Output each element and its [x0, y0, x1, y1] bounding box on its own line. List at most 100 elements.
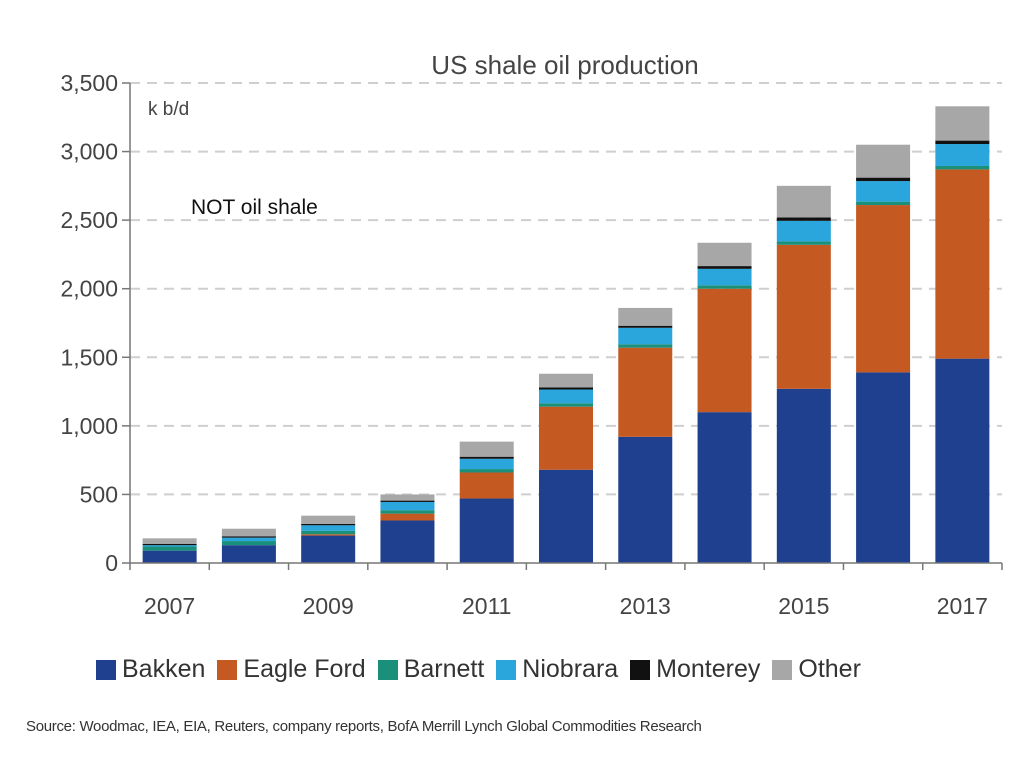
bar-segment-monterey-2010 [380, 500, 435, 502]
unit-label: k b/d [148, 99, 189, 120]
bars [142, 106, 990, 563]
x-tick-label: 2009 [303, 593, 354, 619]
bar-segment-other-2010 [380, 494, 435, 501]
bar-segment-monterey-2017 [935, 140, 990, 145]
legend-label: Other [798, 655, 861, 683]
bar-segment-other-2017 [935, 106, 990, 141]
x-axis: 2007 2009 2011 2013 2015 2017 [129, 562, 1003, 619]
legend-item-niobrara: Niobrara [496, 655, 618, 684]
bar-segment-monterey-2014 [697, 266, 752, 269]
bar-segment-niobrara-2012 [539, 389, 593, 404]
bar-segment-barnett-2009 [301, 530, 356, 535]
legend-label: Eagle Ford [243, 655, 366, 683]
bar-segment-barnett-2007 [142, 546, 197, 551]
bar-segment-monterey-2011 [459, 456, 514, 459]
bar-segment-bakken-2017 [935, 358, 990, 563]
bar-segment-niobrara-2007 [142, 545, 197, 547]
bar-segment-bakken-2016 [856, 372, 911, 563]
legend-swatch [96, 659, 116, 680]
x-tick-label: 2013 [620, 593, 671, 619]
legend: Bakken Eagle Ford Barnett Niobrara Monterey O… [96, 655, 861, 684]
bar-segment-other-2011 [459, 441, 514, 457]
bar-segment-monterey-2008 [221, 536, 276, 538]
bar-segment-barnett-2012 [539, 403, 593, 407]
bar-segment-eagle-ford-2015 [776, 244, 831, 389]
bar-segment-other-2008 [221, 528, 276, 537]
legend-swatch [377, 659, 398, 680]
legend-label: Bakken [122, 655, 206, 683]
note-text: NOT oil shale [191, 196, 318, 219]
bar-segment-barnett-2015 [776, 241, 831, 245]
legend-item-other: Other [772, 655, 861, 684]
bar-segment-niobrara-2008 [221, 537, 276, 542]
bar-segment-barnett-2011 [459, 469, 514, 473]
grid [130, 82, 1002, 496]
y-tick-label: 1,500 [60, 344, 118, 370]
bar-segment-monterey-2015 [776, 217, 831, 221]
bar-segment-barnett-2013 [618, 344, 673, 348]
source-text: Source: Woodmac, IEA, EIA, Reuters, comp… [26, 718, 702, 735]
bar-segment-other-2014 [697, 242, 752, 267]
y-tick-label: 1,000 [60, 413, 118, 439]
bar-segment-bakken-2010 [380, 520, 435, 563]
bar-segment-eagle-ford-2012 [539, 406, 593, 470]
bar-segment-bakken-2012 [539, 469, 593, 563]
bar-segment-other-2007 [142, 538, 197, 544]
y-tick-label: 500 [80, 481, 118, 507]
bar-segment-niobrara-2016 [856, 181, 911, 202]
legend-item-bakken: Bakken [96, 655, 205, 684]
bar-segment-eagle-ford-2017 [935, 169, 990, 359]
bar-segment-other-2016 [856, 144, 911, 178]
bar-segment-barnett-2008 [221, 541, 276, 546]
bar-segment-niobrara-2017 [935, 144, 990, 166]
x-tick-label: 2011 [462, 593, 511, 619]
bar-segment-niobrara-2011 [459, 458, 514, 470]
bar-segment-bakken-2013 [618, 436, 673, 563]
x-tick-label: 2007 [144, 593, 195, 619]
bar-segment-barnett-2010 [380, 510, 435, 514]
y-tick-label: 0 [105, 550, 118, 576]
bar-segment-barnett-2014 [697, 285, 752, 289]
bar-segment-eagle-ford-2014 [697, 288, 752, 413]
y-tick-label: 2,500 [60, 207, 118, 233]
bar-segment-other-2012 [539, 373, 593, 388]
y-tick-label: 3,000 [60, 139, 118, 165]
bar-segment-eagle-ford-2010 [380, 513, 435, 521]
legend-label: Niobrara [522, 655, 619, 683]
bar-segment-bakken-2009 [301, 535, 356, 563]
bar-segment-niobrara-2009 [301, 525, 356, 531]
legend-swatch [217, 659, 238, 680]
legend-swatch [496, 659, 517, 680]
bar-segment-niobrara-2013 [618, 327, 673, 345]
y-tick-label: 3,500 [60, 70, 118, 96]
bar-segment-eagle-ford-2009 [301, 534, 356, 536]
bar-segment-monterey-2016 [856, 177, 911, 182]
legend-label: Monterey [656, 655, 761, 683]
bar-segment-monterey-2007 [142, 543, 197, 546]
x-tick-label: 2017 [937, 593, 988, 619]
y-tick-label: 2,000 [60, 276, 118, 302]
legend-item-barnett: Barnett [377, 655, 484, 684]
bar-segment-bakken-2008 [221, 545, 276, 563]
legend-swatch [630, 659, 651, 680]
x-tick-label: 2015 [778, 593, 829, 619]
bar-segment-other-2013 [618, 307, 673, 326]
bar-segment-eagle-ford-2013 [618, 347, 673, 437]
legend-swatch [772, 659, 793, 680]
bar-segment-niobrara-2014 [697, 268, 752, 286]
bar-segment-barnett-2016 [856, 201, 911, 206]
legend-item-monterey: Monterey [630, 655, 760, 684]
bar-segment-eagle-ford-2011 [459, 472, 514, 499]
y-axis: 0 500 1,000 1,500 2,000 2,500 3,000 3,500 [60, 70, 131, 576]
legend-item-eagle-ford: Eagle Ford [217, 655, 366, 684]
bar-segment-bakken-2015 [776, 388, 831, 563]
bar-segment-bakken-2011 [459, 498, 514, 563]
bar-segment-niobrara-2010 [380, 501, 435, 511]
bar-segment-barnett-2017 [935, 165, 990, 170]
chart-title: US shale oil production [431, 50, 698, 80]
bar-segment-monterey-2012 [539, 387, 593, 390]
bar-segment-other-2009 [301, 515, 356, 524]
bar-segment-monterey-2013 [618, 325, 673, 328]
bar-segment-monterey-2009 [301, 523, 356, 526]
